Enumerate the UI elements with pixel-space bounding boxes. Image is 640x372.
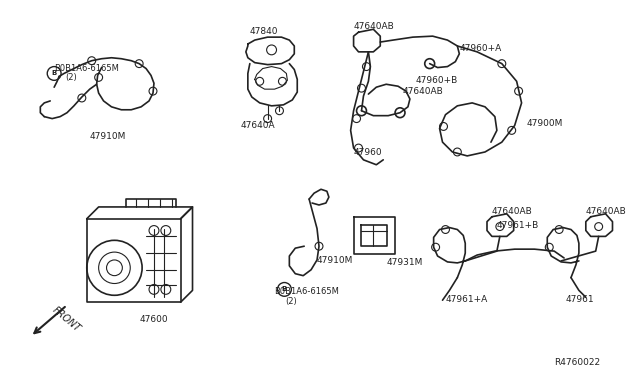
Text: (2): (2) xyxy=(285,297,297,306)
Text: FRONT: FRONT xyxy=(50,305,82,334)
Text: 47640A: 47640A xyxy=(241,121,276,129)
Text: 47961: 47961 xyxy=(566,295,595,304)
Text: R4760022: R4760022 xyxy=(554,358,600,367)
Text: 47840: 47840 xyxy=(250,27,278,36)
Text: 47640AB: 47640AB xyxy=(403,87,444,96)
Text: 47961+B: 47961+B xyxy=(497,221,539,230)
Text: B: B xyxy=(52,70,57,77)
Text: 47960: 47960 xyxy=(353,148,382,157)
Text: 47640AB: 47640AB xyxy=(586,207,627,216)
Text: 47640AB: 47640AB xyxy=(492,207,532,216)
Text: (2): (2) xyxy=(65,73,77,83)
Text: 47910M: 47910M xyxy=(90,132,126,141)
Text: B0B1A6-6165M: B0B1A6-6165M xyxy=(275,288,339,296)
Text: 47910M: 47910M xyxy=(317,256,353,265)
Text: B: B xyxy=(282,286,287,292)
Text: 47931M: 47931M xyxy=(386,258,422,267)
Text: 47960+A: 47960+A xyxy=(460,44,502,53)
Text: B0B1A6-6165M: B0B1A6-6165M xyxy=(54,64,119,73)
Text: 47640AB: 47640AB xyxy=(353,22,394,31)
Text: 47900M: 47900M xyxy=(527,119,563,128)
Text: 47600: 47600 xyxy=(139,315,168,324)
Text: 47961+A: 47961+A xyxy=(445,295,488,304)
Text: 47960+B: 47960+B xyxy=(416,76,458,86)
